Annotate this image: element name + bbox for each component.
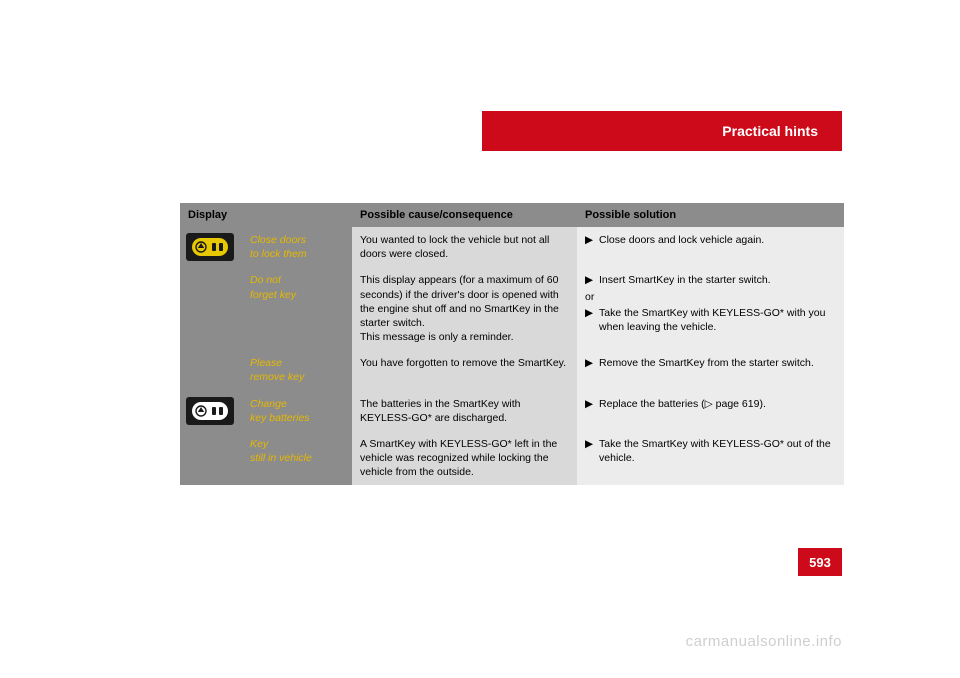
label-line2: still in vehicle [250,452,312,464]
display-label-text: Please remove key [250,356,344,384]
messages-table-wrap: Display Possible cause/consequence Possi… [180,203,844,485]
cause-text: You wanted to lock the vehicle but not a… [360,233,569,261]
solution-item: ▶Take the SmartKey with KEYLESS-GO* with… [585,306,836,334]
bullet-icon: ▶ [585,273,593,287]
cause-text: The batteries in the SmartKey with KEYLE… [360,397,569,425]
cause-cell: A SmartKey with KEYLESS-GO* left in the … [352,431,577,486]
display-icon-cell [180,350,242,390]
solution-cell: ▶Take the SmartKey with KEYLESS-GO* out … [577,431,844,486]
label-line2: forget key [250,289,296,301]
page-number: 593 [809,555,831,570]
solution-item: ▶ Replace the batteries (▷ page 619). [585,397,836,411]
cause-cell: This display appears (for a maximum of 6… [352,267,577,350]
solution-cell: ▶ Replace the batteries (▷ page 619). [577,391,844,431]
page-section-title: Practical hints [722,123,818,139]
watermark-text: carmanualsonline.info [686,633,842,650]
display-icon-cell [180,227,242,267]
col-header-solution: Possible solution [577,203,844,227]
table-row: Key still in vehicle A SmartKey with KEYLE… [180,431,844,486]
solution-item: ▶ Remove the SmartKey from the starter sw… [585,356,836,370]
cause-text: You have forgotten to remove the SmartKe… [360,356,569,370]
label-line1: Change [250,398,287,410]
label-line1: Key [250,438,268,450]
display-label-text: Do not forget key [250,273,344,301]
solution-item: ▶ Close doors and lock vehicle again. [585,233,836,247]
solution-text: Remove the SmartKey from the starter swi… [599,356,814,370]
label-line1: Please [250,357,282,369]
cause-text: This display appears (for a maximum of 6… [360,273,569,330]
label-line1: Do not [250,274,281,286]
cause-cell: The batteries in the SmartKey with KEYLE… [352,391,577,431]
cause-text: A SmartKey with KEYLESS-GO* left in the … [360,437,569,480]
bullet-icon: ▶ [585,397,593,411]
bullet-icon: ▶ [585,437,593,465]
table-row: Close doors to lock them You wanted to loc… [180,227,844,267]
display-icon-cell [180,431,242,486]
display-label-cell: Close doors to lock them [242,227,352,267]
display-label-text: Key still in vehicle [250,437,344,465]
solution-cell: ▶ Remove the SmartKey from the starter sw… [577,350,844,390]
solution-cell: ▶ Insert SmartKey in the starter switch. o… [577,267,844,350]
display-label-cell: Please remove key [242,350,352,390]
messages-table: Display Possible cause/consequence Possi… [180,203,844,485]
solution-text: Take the SmartKey with KEYLESS-GO* with … [599,306,836,334]
solution-item: ▶ Insert SmartKey in the starter switch. [585,273,836,287]
solution-text: Take the SmartKey with KEYLESS-GO* out o… [599,437,836,465]
table-row: Do not forget key This display appears (fo… [180,267,844,350]
col-header-cause: Possible cause/consequence [352,203,577,227]
key-icon [186,233,234,261]
table-row: Please remove key You have forgotten to re… [180,350,844,390]
cause-text: This message is only a reminder. [360,330,569,344]
label-line1: Close doors [250,234,306,246]
display-label-text: Close doors to lock them [250,233,344,261]
display-label-cell: Change key batteries [242,391,352,431]
key-icon [186,397,234,425]
bullet-icon: ▶ [585,233,593,247]
table-row: Change key batteries The batteries in the … [180,391,844,431]
display-label-text: Change key batteries [250,397,344,425]
col-header-display: Display [180,203,352,227]
bullet-icon: ▶ [585,306,593,334]
header-band: Practical hints [482,111,842,151]
cause-cell: You have forgotten to remove the SmartKe… [352,350,577,390]
table-header-row: Display Possible cause/consequence Possi… [180,203,844,227]
display-icon-cell [180,391,242,431]
page-number-tab: 593 [798,548,842,576]
label-line2: key batteries [250,412,310,424]
solution-cell: ▶ Close doors and lock vehicle again. [577,227,844,267]
solution-or: or [585,290,836,304]
display-label-cell: Key still in vehicle [242,431,352,486]
solution-text: Insert SmartKey in the starter switch. [599,273,771,287]
label-line2: remove key [250,371,304,383]
label-line2: to lock them [250,248,307,260]
solution-text: Close doors and lock vehicle again. [599,233,764,247]
bullet-icon: ▶ [585,356,593,370]
solution-text: Replace the batteries (▷ page 619). [599,397,766,411]
display-label-cell: Do not forget key [242,267,352,350]
solution-item: ▶Take the SmartKey with KEYLESS-GO* out … [585,437,836,465]
cause-cell: You wanted to lock the vehicle but not a… [352,227,577,267]
display-icon-cell [180,267,242,350]
